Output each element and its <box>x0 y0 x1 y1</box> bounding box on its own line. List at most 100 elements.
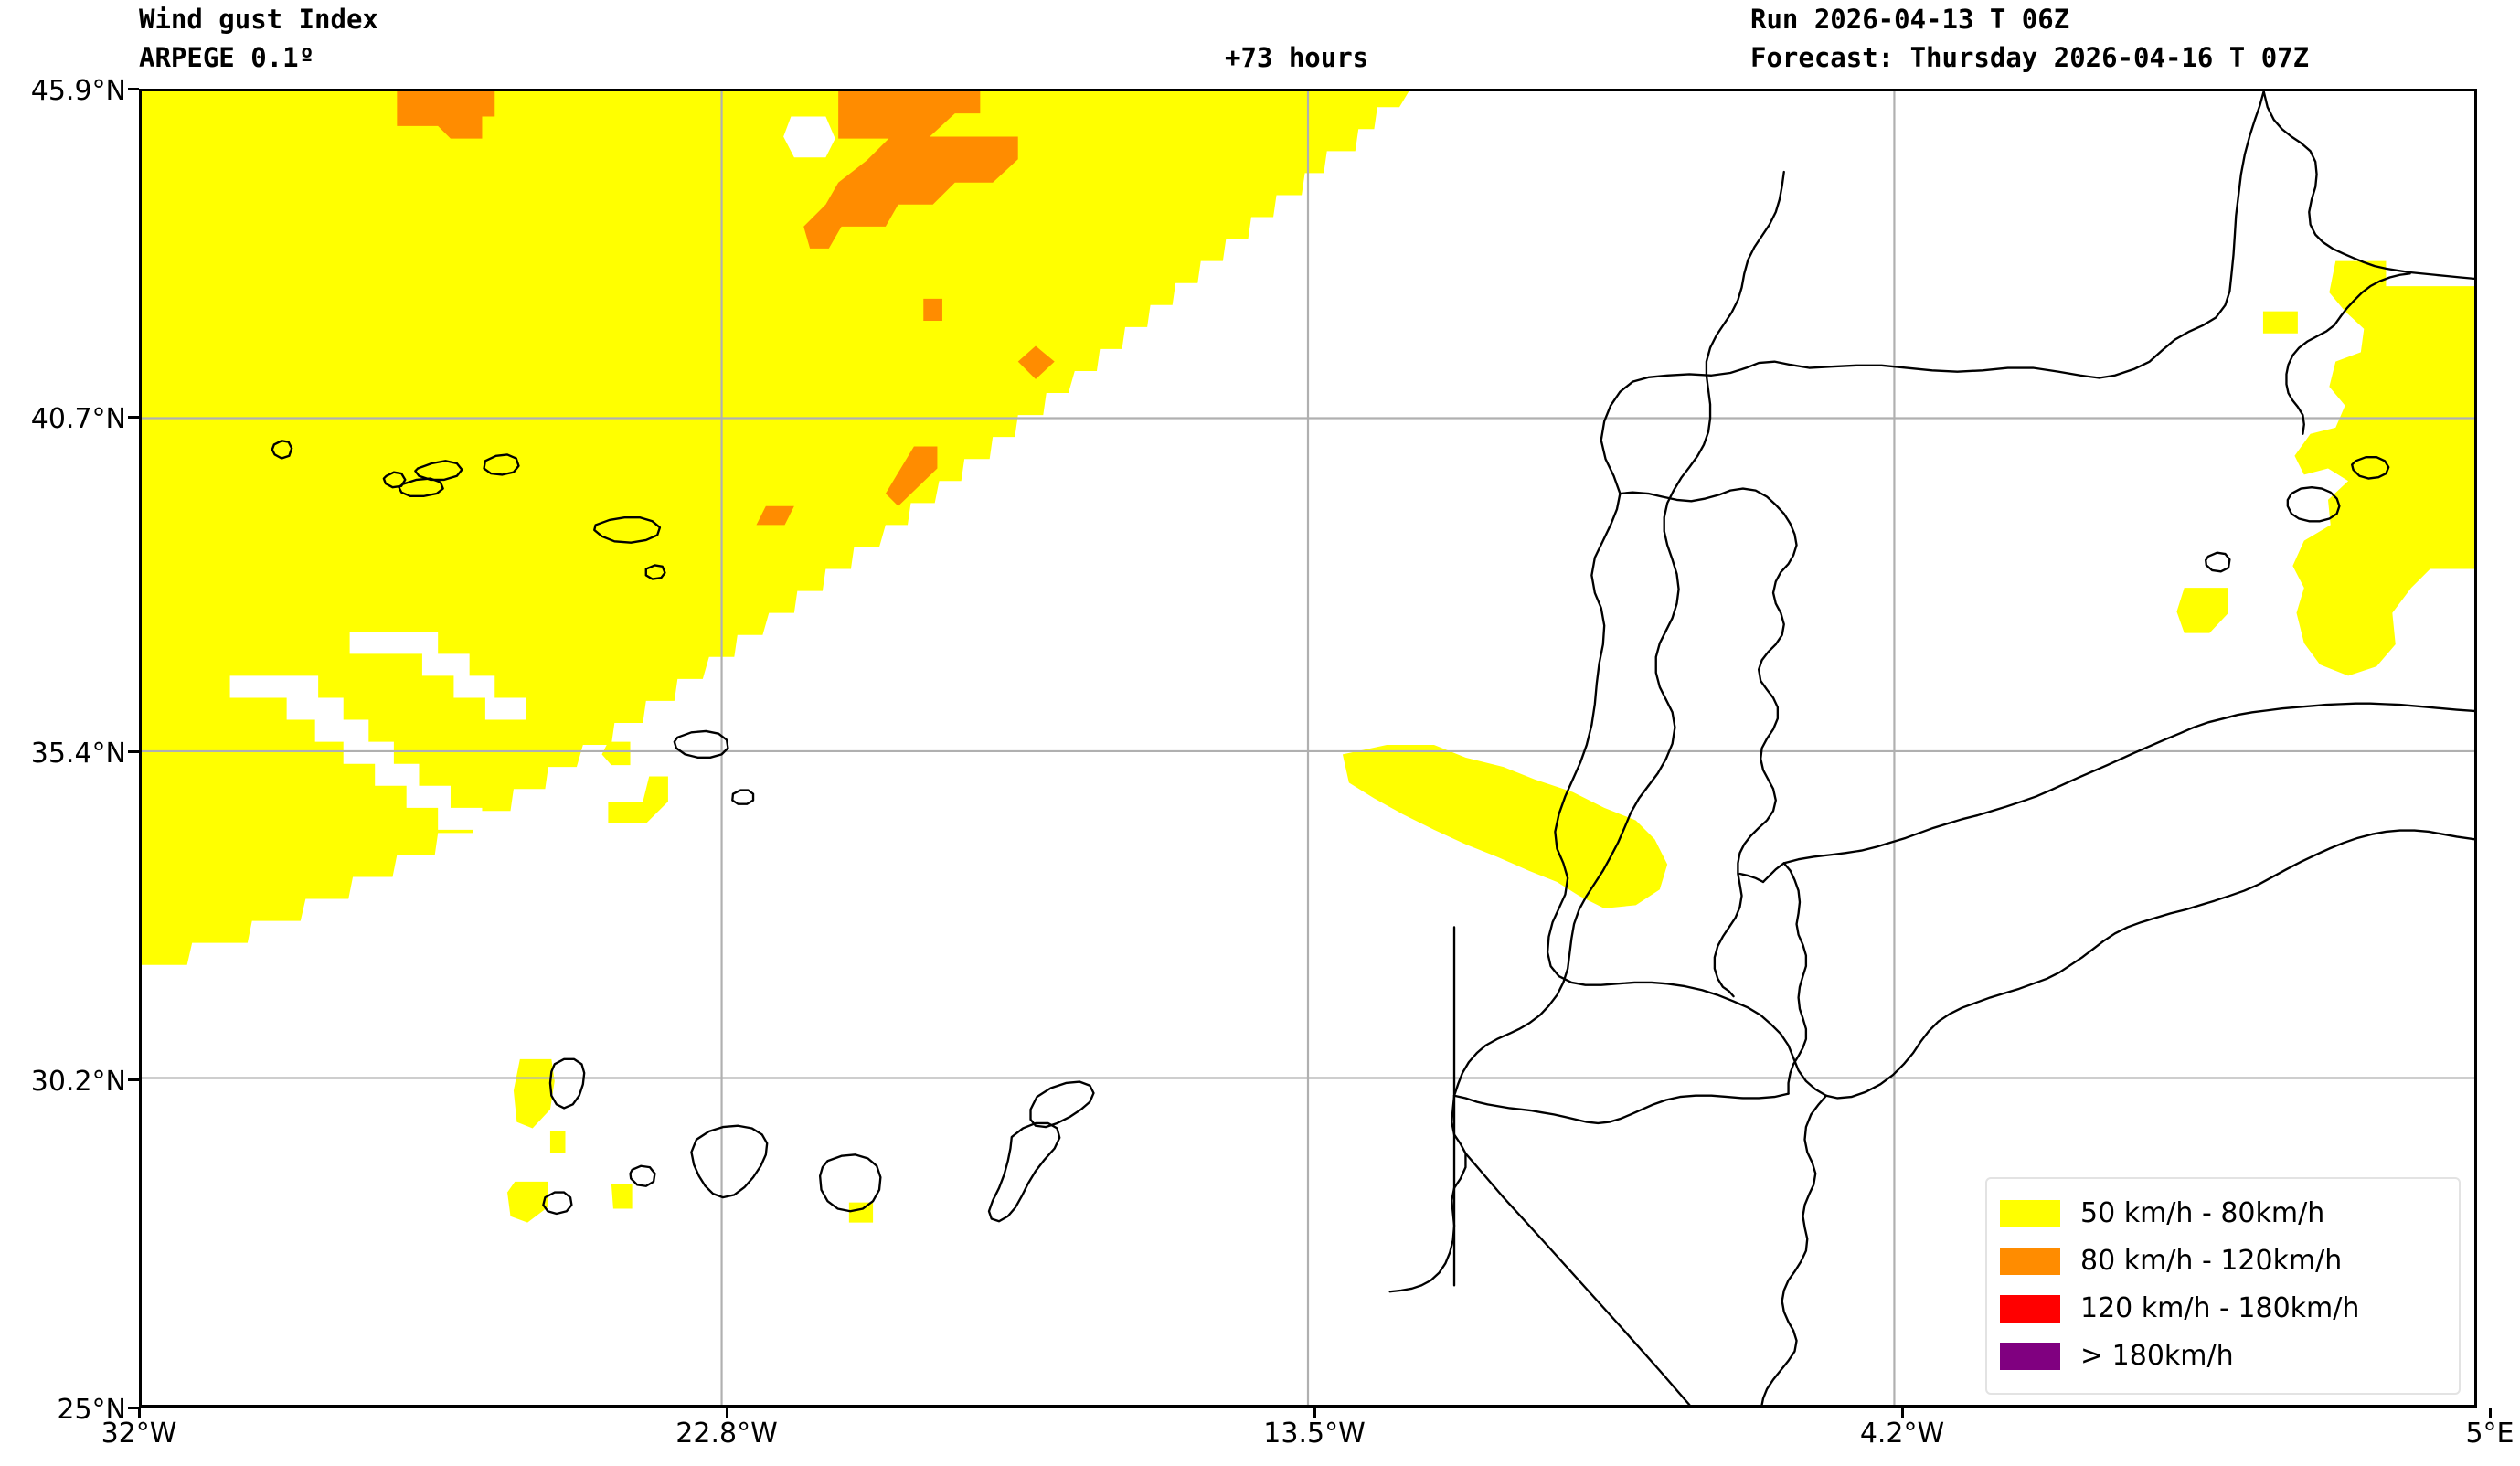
coastline-northwest-africa <box>1760 1094 1828 1405</box>
gust-region-yellow-lagomera <box>611 1183 633 1209</box>
gust-region-orange-sliver-2 <box>885 446 938 506</box>
gust-region-yellow-tenerife <box>848 1202 874 1223</box>
y-tick-mark-1 <box>128 416 139 419</box>
coastline-menorca <box>2351 455 2390 480</box>
x-tick-mark-2 <box>1313 1408 1316 1418</box>
coastline-fuerteventura <box>987 1121 1061 1223</box>
coastline-gibraltar-strait <box>1761 862 1785 884</box>
coastline-morocco-med-west <box>1738 872 1765 884</box>
x-tick-mark-0 <box>138 1408 141 1418</box>
coastline-catalonia <box>2285 314 2342 435</box>
border-algeria-south <box>1452 1092 1790 1125</box>
coastline-gibraltar-to-med <box>1824 829 2474 1100</box>
y-tick-mark-3 <box>128 1078 139 1081</box>
border-western-sahara <box>1388 1094 1467 1293</box>
coastline-france-biscay <box>2262 91 2474 281</box>
coastline-iberia <box>1609 91 2265 407</box>
legend-swatch-yellow <box>2000 1200 2060 1227</box>
legend-item-0: 50 km/h - 80km/h <box>2000 1190 2446 1238</box>
legend-label-1: 80 km/h - 120km/h <box>2080 1245 2343 1277</box>
coastline-lanzarote <box>1029 1080 1095 1129</box>
y-tick-mark-0 <box>128 88 139 90</box>
x-tick-label-3: 4.2°W <box>1859 1418 1945 1450</box>
legend-item-2: 120 km/h - 180km/h <box>2000 1285 2446 1333</box>
legend-swatch-orange <box>2000 1248 2060 1275</box>
legend-swatch-red <box>2000 1295 2060 1323</box>
gust-region-yellow-lapalma <box>513 1058 555 1129</box>
legend-label-0: 50 km/h - 80km/h <box>2080 1197 2325 1229</box>
coastline-azores-terceira <box>483 453 520 476</box>
gust-region-yellow-ebro <box>2176 588 2229 633</box>
x-tick-mark-4 <box>2489 1408 2492 1418</box>
x-tick-label-2: 13.5°W <box>1263 1418 1366 1450</box>
border-morocco-algeria <box>1782 862 1808 1095</box>
coastline-gulf-of-lion <box>2339 272 2411 318</box>
border-mauritania-line <box>1464 1152 1691 1405</box>
coastline-tenerife <box>690 1124 769 1199</box>
coastline-north-africa-med <box>1782 702 2474 865</box>
gust-region-orange-north-2 <box>803 91 1018 249</box>
y-tick-label-0: 45.9°N <box>30 75 126 107</box>
gust-region-yellow-madeira-2 <box>608 776 668 824</box>
lead-time-label: +73 hours <box>1225 42 1369 73</box>
legend-item-3: > 180km/h <box>2000 1333 2446 1380</box>
coastline-azores-santamaria <box>644 564 666 580</box>
gust-region-yellow-lapalma-tip <box>549 1131 566 1153</box>
coastline-madeira <box>673 729 729 759</box>
legend-item-1: 80 km/h - 120km/h <box>2000 1238 2446 1285</box>
x-tick-mark-1 <box>726 1408 728 1418</box>
gust-region-yellow-gulf-of-lion-sliver <box>2262 311 2298 334</box>
gust-region-yellow-elhierro <box>507 1181 548 1223</box>
gust-region-white-notch-4 <box>747 779 892 846</box>
x-tick-label-0: 32°W <box>101 1418 177 1450</box>
gust-region-orange-north-1 <box>397 91 495 139</box>
run-timestamp-label: Run 2026-04-13 T 06Z <box>1750 4 2070 35</box>
x-tick-label-1: 22.8°W <box>675 1418 778 1450</box>
gust-region-orange-sliver-3 <box>756 505 794 526</box>
coastline-mallorca <box>2286 485 2341 523</box>
map-plot-area <box>139 89 2477 1408</box>
coastline-azores-saomiguel <box>593 515 662 544</box>
y-tick-label-1: 40.7°N <box>30 403 126 435</box>
gust-region-orange-sliver-1 <box>923 298 942 321</box>
map-svg <box>142 91 2474 1405</box>
model-label: ARPEGE 0.1º <box>139 42 315 73</box>
gust-region-white-notch-3 <box>519 820 748 930</box>
coastline-ibiza <box>2205 551 2231 573</box>
gust-region-yellow-morocco-coast <box>1342 745 1668 908</box>
legend-label-2: 120 km/h - 180km/h <box>2080 1292 2360 1324</box>
y-tick-label-3: 30.2°N <box>30 1066 126 1098</box>
coastline-lapalma <box>548 1057 586 1110</box>
y-tick-mark-2 <box>128 750 139 753</box>
coastline-morocco-atlantic <box>1647 170 1785 787</box>
gust-region-white-notch-1 <box>229 675 483 830</box>
coastline-porto-santo <box>731 789 755 805</box>
x-tick-label-4: 5°E <box>2465 1418 2515 1450</box>
y-tick-label-4: 25°N <box>57 1394 126 1426</box>
legend-label-3: > 180km/h <box>2080 1340 2234 1372</box>
coastline-portugal-west <box>1546 404 1828 1097</box>
gridlines-layer <box>142 91 2474 1405</box>
wind-gust-shading-layer <box>142 91 2474 1223</box>
coastline-azores-saojorge <box>414 460 463 482</box>
y-tick-mark-4 <box>128 1407 139 1409</box>
gust-region-orange-diamond <box>1017 345 1055 379</box>
coastline-layer <box>271 91 2474 1405</box>
forecast-valid-label: Forecast: Thursday 2026-04-16 T 07Z <box>1750 42 2310 73</box>
map-canvas <box>142 91 2474 1405</box>
gust-region-yellow-gulf-of-lion <box>2292 260 2474 676</box>
legend: 50 km/h - 80km/h 80 km/h - 120km/h 120 k… <box>1985 1177 2461 1395</box>
x-tick-mark-3 <box>1901 1408 1904 1418</box>
coastline-morocco-south <box>1452 784 1650 1097</box>
y-tick-label-2: 35.4°N <box>30 738 126 770</box>
border-portugal-spain <box>1619 487 1798 998</box>
gust-region-white-notch-5 <box>783 116 835 158</box>
coastline-lagomera <box>629 1164 656 1187</box>
gust-region-yellow-atlantic <box>142 91 1409 965</box>
gust-region-yellow-madeira-1 <box>601 741 631 766</box>
page-title: Wind gust Index <box>139 4 378 35</box>
coastline-elhierro <box>542 1191 573 1216</box>
coastline-azores-flores <box>271 440 293 460</box>
coastline-grancanaria <box>818 1153 882 1213</box>
